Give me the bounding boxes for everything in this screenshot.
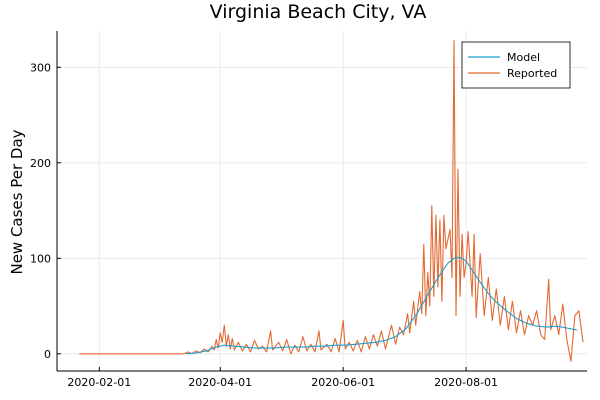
- series-lines: [79, 40, 584, 362]
- x-tick-label: 2020-08-01: [434, 376, 498, 389]
- legend: Model Reported: [461, 41, 571, 89]
- y-axis-label: New Cases Per Day: [8, 129, 26, 274]
- series-line-model: [185, 256, 578, 355]
- tick-labels: 2020-02-01 2020-04-01 2020-06-01 2020-08-01…: [30, 61, 498, 389]
- x-tick-label: 2020-02-01: [67, 376, 131, 389]
- axes: [56, 31, 587, 372]
- chart-title: Virginia Beach City, VA: [210, 1, 427, 23]
- legend-box: [461, 41, 571, 89]
- series-line-reported: [79, 40, 584, 362]
- x-tick-label: 2020-04-01: [188, 376, 252, 389]
- y-tick-label: 100: [30, 252, 51, 265]
- x-tick-label: 2020-06-01: [311, 376, 375, 389]
- y-tick-label: 0: [44, 348, 51, 361]
- y-tick-label: 300: [30, 61, 51, 74]
- y-tick-label: 200: [30, 157, 51, 170]
- legend-label-model: Model: [507, 51, 540, 64]
- legend-label-reported: Reported: [507, 67, 557, 80]
